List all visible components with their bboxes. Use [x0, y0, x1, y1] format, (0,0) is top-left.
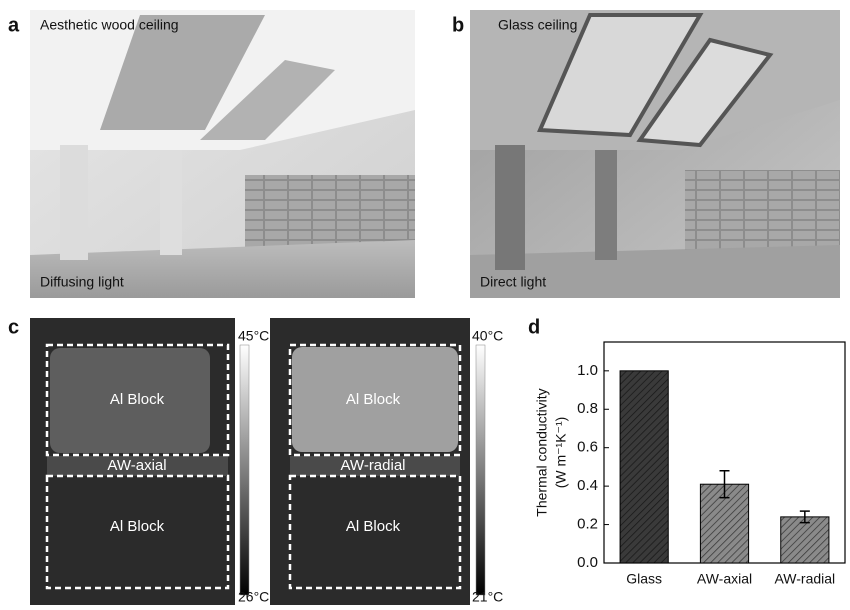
panel-a: a Aesthetic wood ceiling Diffusing light	[8, 10, 415, 298]
block-label: Al Block	[346, 391, 401, 408]
block-label: Al Block	[346, 518, 401, 535]
bar-hatch	[781, 517, 829, 563]
bar-hatch	[620, 371, 668, 563]
y-tick-label: 0.0	[577, 554, 598, 571]
y-tick-label: 0.2	[577, 516, 598, 533]
pillar	[495, 145, 525, 270]
y-tick-label: 0.8	[577, 400, 598, 417]
panel-caption: Direct light	[480, 274, 546, 290]
panel-label: c	[8, 316, 19, 338]
pillar	[60, 145, 88, 260]
scale-min: 26°C	[238, 589, 269, 605]
panel-label: a	[8, 14, 20, 36]
scale-min: 21°C	[472, 589, 503, 605]
y-tick-label: 1.0	[577, 362, 598, 379]
panel-title: Glass ceiling	[498, 17, 577, 33]
x-tick-label: AW-axial	[697, 571, 752, 587]
pillar	[160, 150, 182, 255]
pillar	[595, 150, 617, 260]
x-tick-label: AW-radial	[774, 571, 835, 587]
panel-caption: Diffusing light	[40, 274, 124, 290]
scale-max: 45°C	[238, 328, 269, 344]
y-axis-label: Thermal conductivity	[534, 388, 550, 516]
interlayer-label: AW-radial	[340, 457, 405, 474]
panel-label: d	[528, 316, 540, 338]
block-label: Al Block	[110, 518, 165, 535]
panel-label: b	[452, 14, 464, 36]
panel-c: c Al Block AW-axial Al Block 45°C 26°C A…	[8, 316, 503, 605]
x-tick-label: Glass	[626, 571, 662, 587]
colorbar	[240, 345, 249, 595]
y-tick-label: 0.6	[577, 439, 598, 456]
y-axis-label: (W m⁻¹K⁻¹)	[553, 417, 569, 489]
panel-title: Aesthetic wood ceiling	[40, 17, 179, 33]
interlayer-label: AW-axial	[107, 457, 166, 474]
panel-d: d 0.0 0.2 0.4 0.6 0.8 1.0 Thermal conductivity…	[528, 316, 845, 586]
scale-max: 40°C	[472, 328, 503, 344]
panel-b: b Glass ceiling Direct light	[452, 10, 840, 298]
y-tick-label: 0.4	[577, 477, 598, 494]
colorbar	[476, 345, 485, 595]
figure: a Aesthetic wood ceiling Diffusing light…	[0, 0, 850, 605]
block-label: Al Block	[110, 391, 165, 408]
